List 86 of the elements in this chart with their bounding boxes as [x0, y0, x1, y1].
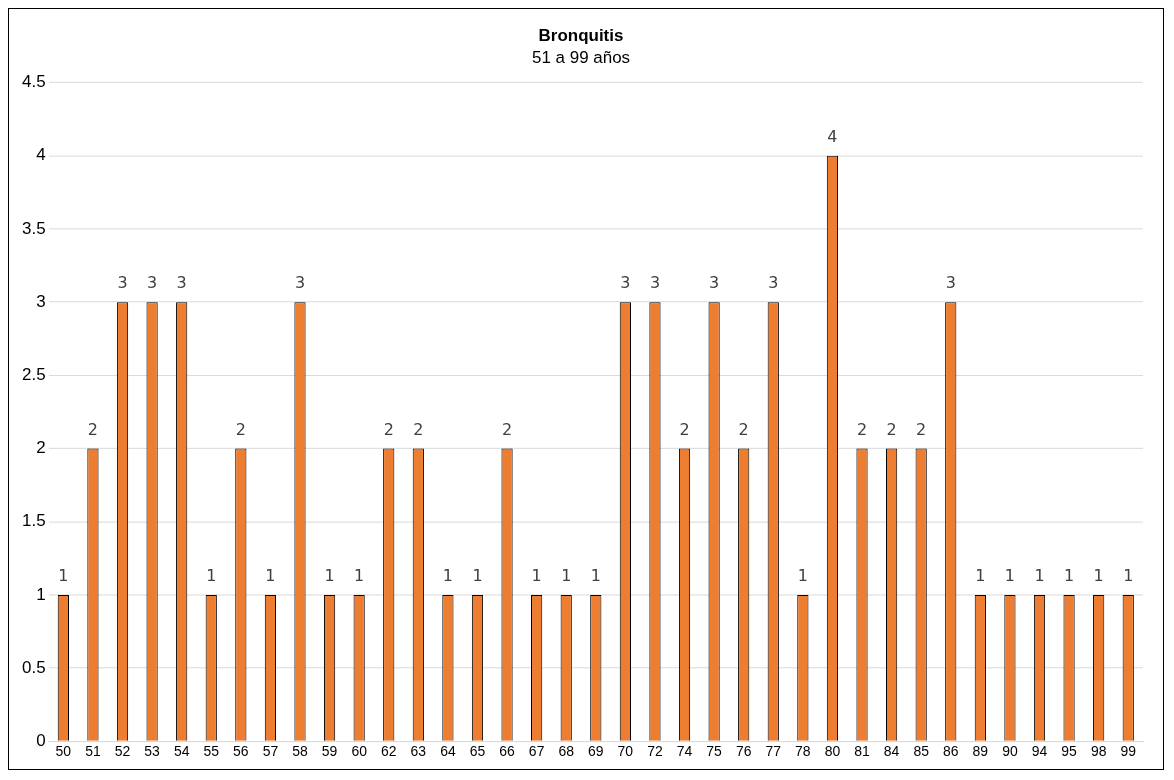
data-label: 2 [856, 419, 868, 439]
data-label: 2 [679, 419, 690, 439]
y-tick-label: 2.5 [21, 365, 46, 385]
x-tick-label: 75 [706, 743, 723, 760]
x-tick-label: 57 [262, 743, 279, 760]
data-label: 2 [383, 419, 394, 439]
chart-title: Bronquitis [538, 25, 624, 45]
x-tick-label: 81 [854, 743, 871, 760]
y-tick-label: 1.5 [21, 511, 46, 531]
x-tick-label: 84 [883, 743, 900, 760]
data-label: 3 [117, 273, 128, 293]
y-tick-label: 1 [36, 584, 46, 604]
y-tick-label: 2 [36, 438, 46, 458]
x-tick-label: 85 [913, 743, 930, 760]
y-tick-label: 3.5 [21, 218, 46, 238]
data-label: 3 [945, 273, 956, 293]
data-label: 2 [501, 419, 513, 439]
data-label: 1 [265, 566, 276, 586]
x-tick-label: 54 [173, 743, 190, 760]
data-label: 3 [768, 273, 779, 293]
x-tick-label: 90 [1002, 743, 1018, 760]
data-label: 2 [235, 419, 246, 439]
x-tick-label: 55 [203, 743, 220, 760]
y-tick-label: 0 [36, 730, 46, 750]
data-label: 1 [1004, 566, 1015, 586]
x-tick-label: 74 [676, 743, 693, 760]
x-tick-label: 60 [351, 743, 368, 760]
data-label: 1 [206, 566, 217, 586]
x-tick-label: 68 [558, 743, 575, 760]
data-label: 1 [590, 566, 601, 586]
y-tick-label: 0.5 [21, 657, 46, 677]
x-tick-label: 65 [469, 743, 486, 760]
x-tick-label: 53 [144, 743, 161, 760]
data-label: 1 [354, 566, 365, 586]
x-tick-label: 62 [380, 743, 397, 760]
x-tick-label: 67 [528, 743, 545, 760]
x-tick-label: 99 [1120, 743, 1137, 760]
data-label: 1 [472, 566, 483, 586]
data-label: 3 [176, 273, 187, 293]
x-tick-label: 66 [499, 743, 516, 760]
data-label: 1 [1093, 566, 1104, 586]
x-tick-label: 51 [85, 743, 101, 760]
data-label: 1 [1034, 566, 1045, 586]
x-tick-label: 95 [1061, 743, 1078, 760]
y-tick-label: 3 [36, 291, 46, 311]
data-label: 3 [147, 273, 158, 293]
x-tick-label: 77 [765, 743, 782, 760]
y-tick-label: 4.5 [21, 72, 46, 92]
x-tick-label: 50 [55, 743, 72, 760]
data-label: 3 [709, 273, 720, 293]
x-tick-label: 59 [321, 743, 338, 760]
x-tick-label: 63 [410, 743, 427, 760]
x-tick-label: 58 [292, 743, 308, 760]
data-label: 1 [975, 566, 986, 586]
data-label: 3 [294, 273, 306, 293]
x-tick-label: 89 [972, 743, 989, 760]
x-tick-label: 80 [824, 743, 841, 760]
data-label: 1 [1123, 566, 1134, 586]
data-label: 1 [797, 566, 808, 586]
data-label: 2 [916, 419, 927, 439]
data-label: 2 [87, 419, 99, 439]
x-tick-label: 98 [1090, 743, 1107, 760]
data-label: 1 [561, 566, 572, 586]
x-tick-label: 78 [795, 743, 811, 760]
x-tick-label: 69 [588, 743, 604, 760]
data-label: 1 [58, 566, 69, 586]
data-label: 2 [738, 419, 749, 439]
x-tick-label: 64 [440, 743, 456, 760]
x-tick-label: 94 [1031, 743, 1048, 760]
x-tick-label: 86 [942, 743, 959, 760]
data-label: 1 [442, 566, 453, 586]
data-label: 2 [886, 419, 897, 439]
data-label: 3 [620, 273, 631, 293]
x-tick-label: 76 [735, 743, 752, 760]
x-tick-label: 72 [647, 743, 663, 760]
y-tick-label: 4 [36, 145, 46, 165]
x-tick-label: 56 [233, 743, 249, 760]
x-tick-label: 70 [617, 743, 634, 760]
data-label: 3 [649, 273, 661, 293]
chart-subtitle: 51 a 99 años [531, 48, 631, 68]
x-tick-label: 52 [114, 743, 131, 760]
data-label: 1 [324, 566, 335, 586]
data-label: 4 [827, 126, 838, 146]
data-label: 2 [413, 419, 424, 439]
data-label: 1 [531, 566, 542, 586]
data-label: 1 [1064, 566, 1075, 586]
